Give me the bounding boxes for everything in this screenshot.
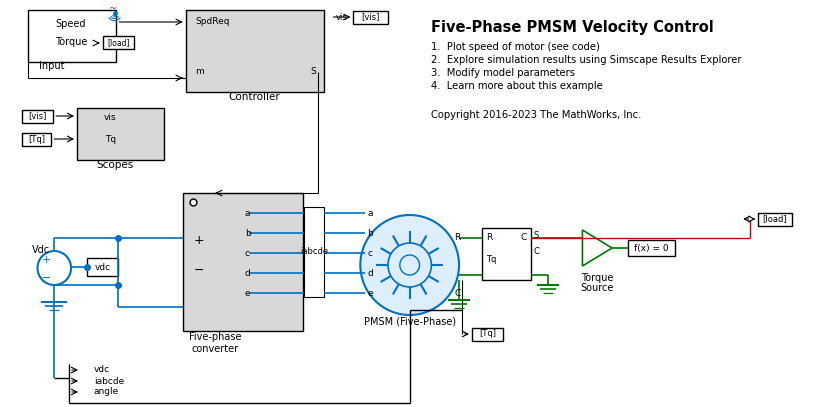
Text: +: + [194, 234, 204, 247]
Text: [Tq]: [Tq] [480, 330, 496, 339]
Text: SpdReq: SpdReq [195, 18, 230, 26]
Text: vis: vis [104, 112, 116, 122]
Text: R: R [454, 234, 461, 243]
Text: a: a [245, 208, 250, 217]
Text: vdc: vdc [95, 263, 110, 271]
Text: −: − [42, 273, 51, 283]
Text: Torque: Torque [581, 273, 613, 283]
Text: [vis]: [vis] [361, 13, 379, 22]
Bar [628, 240, 675, 256]
Text: vis: vis [335, 13, 348, 22]
Bar [21, 133, 51, 146]
Bar [304, 207, 324, 297]
Bar [103, 36, 134, 49]
Text: 1.  Plot speed of motor (see code): 1. Plot speed of motor (see code) [432, 42, 600, 52]
Bar [77, 108, 164, 160]
Circle shape [38, 251, 71, 285]
Bar [482, 228, 531, 280]
Text: −: − [194, 263, 204, 276]
Text: b: b [245, 228, 250, 238]
Text: Vdc: Vdc [31, 245, 49, 255]
Text: b: b [368, 228, 373, 238]
Text: vdc: vdc [94, 365, 110, 374]
Polygon shape [583, 230, 612, 266]
Text: ~: ~ [110, 4, 118, 14]
Text: e: e [245, 289, 250, 298]
Circle shape [388, 243, 432, 287]
Bar [87, 258, 119, 276]
Circle shape [360, 215, 459, 315]
Text: Controller: Controller [229, 92, 280, 102]
Bar [472, 328, 503, 341]
Bar [183, 193, 303, 331]
Text: c: c [368, 249, 372, 258]
Bar [353, 11, 388, 24]
Text: C: C [521, 232, 527, 241]
Text: Speed: Speed [56, 19, 87, 29]
Text: Tq: Tq [485, 256, 496, 265]
Bar [21, 110, 54, 123]
Text: c: c [245, 249, 250, 258]
Text: Source: Source [581, 283, 614, 293]
Text: C: C [533, 247, 539, 256]
Text: iabcde: iabcde [300, 247, 328, 256]
Text: d: d [245, 269, 250, 278]
Text: 3.  Modify model parameters: 3. Modify model parameters [432, 68, 575, 78]
Text: 4.  Learn more about this example: 4. Learn more about this example [432, 81, 603, 91]
Text: angle: angle [94, 387, 119, 396]
Text: S: S [310, 68, 316, 77]
Text: e: e [368, 289, 372, 298]
Text: a: a [368, 208, 372, 217]
Text: converter: converter [192, 344, 239, 354]
Text: f(x) = 0: f(x) = 0 [634, 243, 669, 252]
Text: [load]: [load] [107, 39, 129, 48]
Text: [load]: [load] [763, 214, 787, 223]
Text: Scopes: Scopes [96, 160, 133, 170]
Text: Input: Input [39, 61, 64, 71]
Text: [vis]: [vis] [28, 112, 47, 120]
Bar [185, 10, 324, 92]
Circle shape [400, 255, 419, 275]
Bar [758, 213, 792, 226]
Text: PMSM (Five-Phase): PMSM (Five-Phase) [363, 317, 456, 327]
Text: Copyright 2016-2023 The MathWorks, Inc.: Copyright 2016-2023 The MathWorks, Inc. [432, 110, 642, 120]
Text: Five-Phase PMSM Velocity Control: Five-Phase PMSM Velocity Control [432, 20, 714, 35]
Text: +: + [42, 255, 51, 265]
Text: S: S [533, 232, 538, 241]
Text: 2.  Explore simulation results using Simscape Results Explorer: 2. Explore simulation results using Sims… [432, 55, 742, 65]
Text: Tq: Tq [105, 136, 116, 144]
Text: R: R [485, 232, 492, 241]
Text: iabcde: iabcde [94, 376, 124, 385]
Text: Five-phase: Five-phase [189, 332, 241, 342]
Text: m: m [195, 68, 204, 77]
Text: d: d [368, 269, 373, 278]
Text: C: C [454, 289, 461, 298]
Text: Torque: Torque [55, 37, 87, 47]
Bar [28, 10, 116, 62]
Text: [Tq]: [Tq] [28, 134, 45, 144]
